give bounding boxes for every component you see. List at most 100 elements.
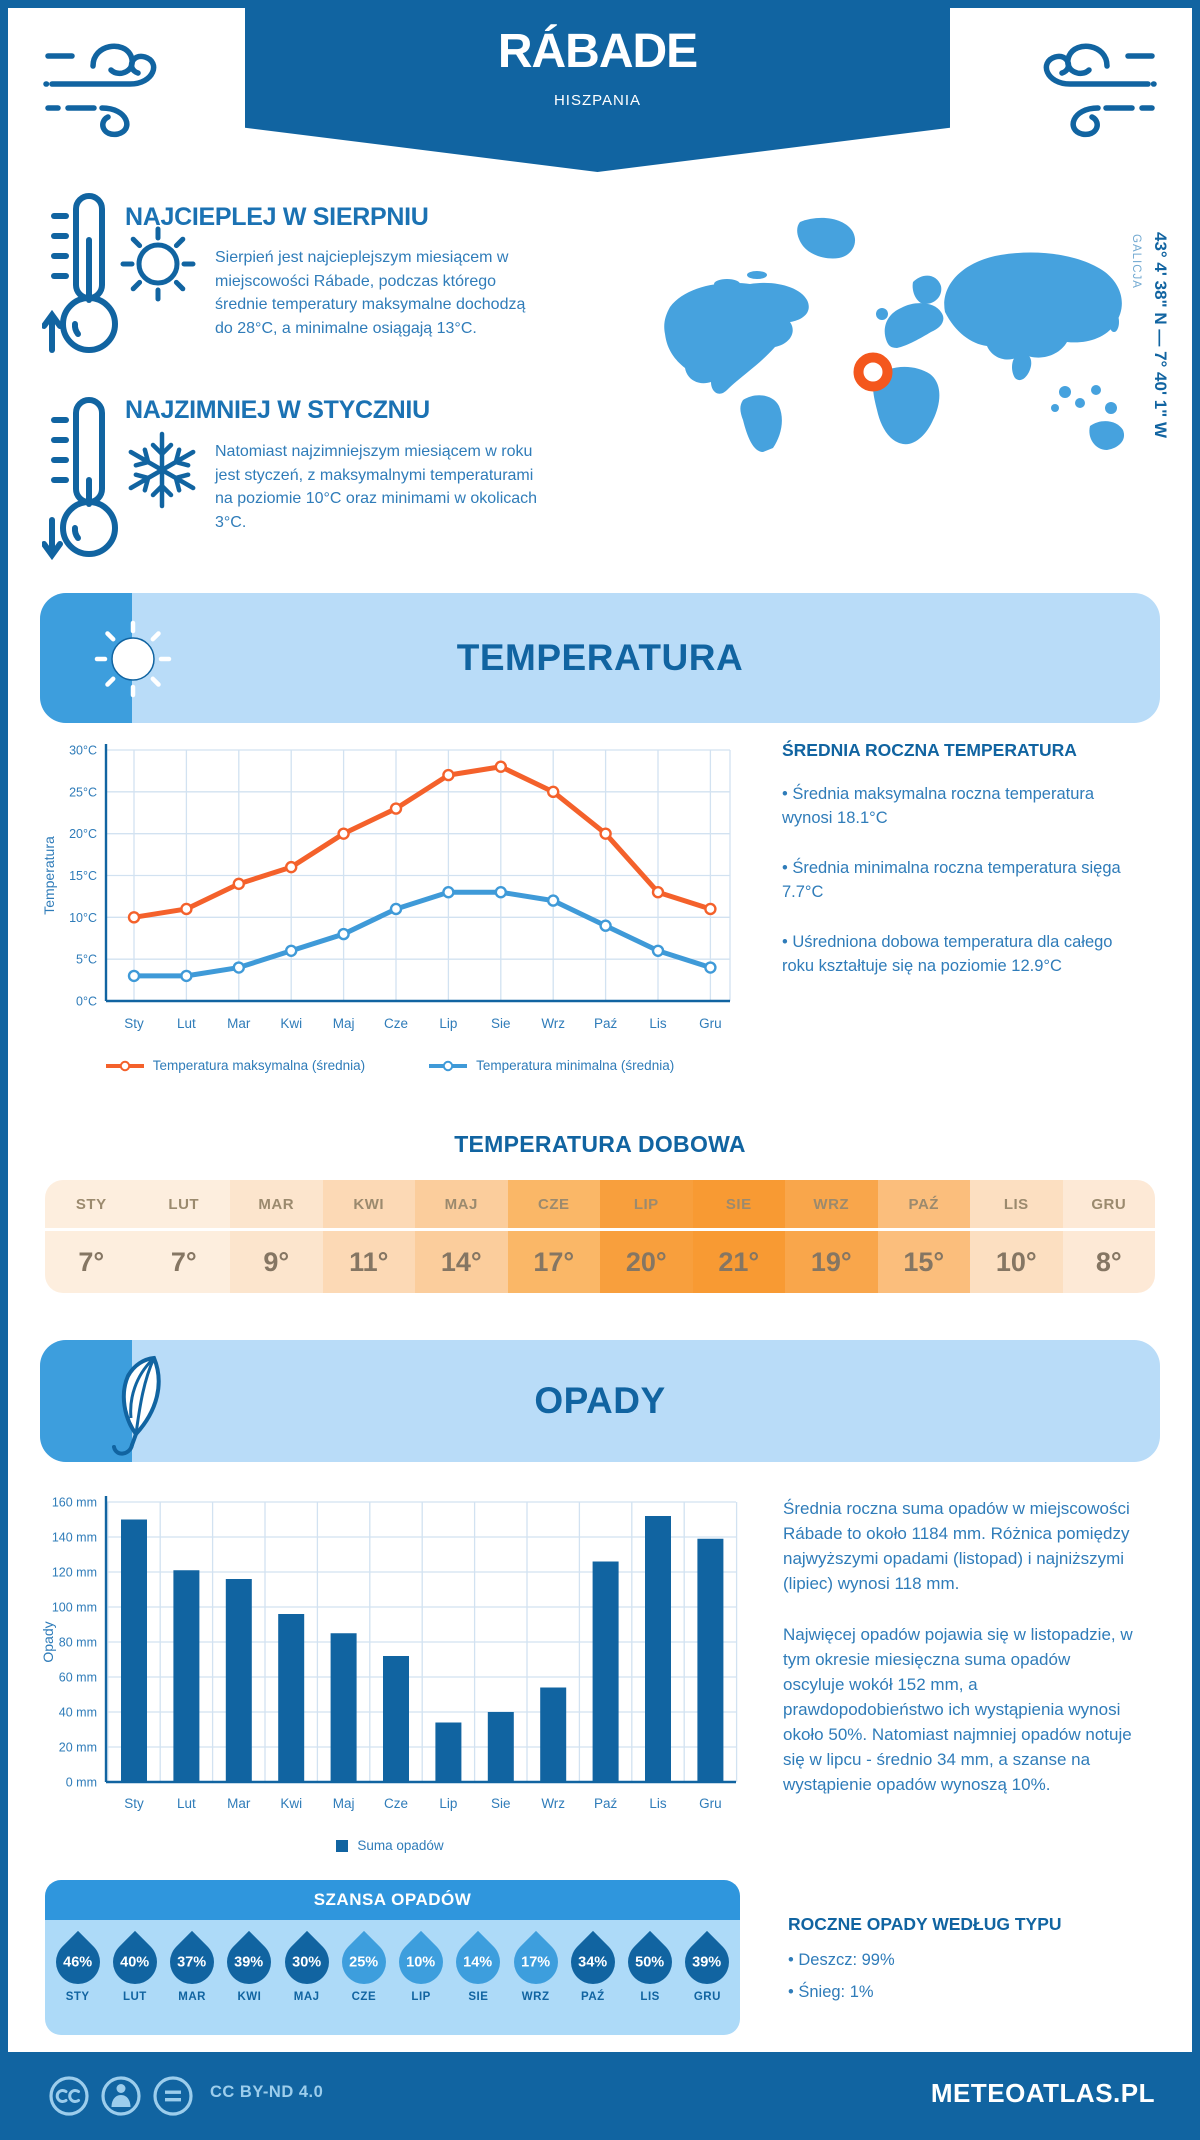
raindrop-icon: 39% bbox=[218, 1930, 281, 1994]
precip-paragraph: Średnia roczna suma opadów w miejscowośc… bbox=[783, 1499, 1130, 1593]
bullet-item: • Deszcz: 99% bbox=[788, 1951, 895, 1969]
daily-temp-value: 8° bbox=[1062, 1231, 1155, 1293]
precip-drop-column: 50% LIS bbox=[619, 1920, 682, 2035]
raindrop-icon: 10% bbox=[390, 1930, 453, 1994]
world-map bbox=[664, 217, 1125, 452]
no-derivatives-icon bbox=[153, 2076, 193, 2116]
precip-drop-value: 46% bbox=[63, 1955, 93, 1971]
warmest-title: NAJCIEPLEJ W SIERPNIU bbox=[125, 203, 429, 231]
svg-text:Paź: Paź bbox=[594, 1796, 618, 1811]
legend-item: Suma opadów bbox=[336, 1838, 444, 1853]
temperature-line-chart: 0°C 5°C 10°C 15°C 20°C 25°C 30°C Sty Lut Mar Kwi Ma… bbox=[41, 744, 731, 1031]
svg-text:Mar: Mar bbox=[227, 1796, 251, 1811]
page-subtitle: HISZPANIA bbox=[553, 92, 642, 109]
daily-temp-month: LUT bbox=[137, 1180, 230, 1228]
coordinates-label: 43° 4' 38" N — 7° 40' 1" W bbox=[1151, 232, 1170, 439]
svg-text:Lis: Lis bbox=[649, 1796, 667, 1811]
bullet-item: • Średnia maksymalna roczna temperatura … bbox=[782, 785, 1095, 827]
daily-temp-value: 11° bbox=[322, 1231, 415, 1293]
bar-Lip bbox=[435, 1722, 462, 1782]
raindrop-icon: 37% bbox=[161, 1930, 224, 1994]
raindrop-icon: 39% bbox=[676, 1930, 739, 1994]
location-marker bbox=[853, 352, 893, 392]
precip-drop-wrap: 34% bbox=[561, 1920, 624, 1994]
daily-temp-value: 17° bbox=[507, 1231, 600, 1293]
precip-drop-wrap: 39% bbox=[218, 1920, 281, 1994]
daily-temp-month: GRU bbox=[1062, 1180, 1155, 1228]
precip-drop-month: LUT bbox=[122, 1991, 147, 2003]
raindrop-icon: 34% bbox=[561, 1930, 624, 1994]
umbrella-icon bbox=[112, 1355, 161, 1456]
daily-temp-value: 21° bbox=[692, 1231, 785, 1293]
precip-drop-wrap: 37% bbox=[161, 1920, 224, 1994]
legend-line-icon bbox=[429, 1060, 468, 1071]
bar-Paź bbox=[592, 1561, 619, 1782]
svg-text:10°C: 10°C bbox=[69, 911, 97, 925]
daily-temp-month: LIS bbox=[970, 1180, 1063, 1228]
daily-temp-values-row: 7° 7° 9° 11° 14° 17° 20° 21° 19° 15° 10° 8° bbox=[45, 1231, 1155, 1293]
daily-temp-month: LIP bbox=[600, 1180, 693, 1228]
precip-drop-value: 37% bbox=[177, 1955, 207, 1971]
daily-temp-value: 9° bbox=[230, 1231, 323, 1293]
page-title: RÁBADE bbox=[497, 25, 698, 78]
license-label: CC BY-ND 4.0 bbox=[210, 2083, 324, 2101]
svg-text:Gru: Gru bbox=[699, 1796, 722, 1811]
precip-drop-month: MAR bbox=[178, 1991, 206, 2003]
thermometer-warm-icon bbox=[42, 193, 118, 353]
sun-banner-icon bbox=[94, 620, 172, 698]
svg-text:20 mm: 20 mm bbox=[59, 1741, 97, 1755]
svg-text:Lip: Lip bbox=[439, 1016, 457, 1031]
svg-text:0 mm: 0 mm bbox=[66, 1776, 97, 1790]
bar-Sie bbox=[487, 1712, 514, 1782]
bullet-item: • Średnia minimalna roczna temperatura s… bbox=[782, 859, 1121, 901]
bar-Cze bbox=[383, 1656, 409, 1782]
daily-temp-month: SIE bbox=[692, 1180, 785, 1228]
svg-text:Gru: Gru bbox=[699, 1016, 722, 1031]
svg-text:0°C: 0°C bbox=[76, 995, 97, 1009]
svg-text:5°C: 5°C bbox=[76, 953, 97, 967]
svg-text:40 mm: 40 mm bbox=[59, 1706, 97, 1720]
raindrop-icon: 30% bbox=[275, 1930, 338, 1994]
daily-temp-value: 15° bbox=[877, 1231, 970, 1293]
daily-temp-table: STY LUT MAR KWI MAJ CZE LIP SIE WRZ PAŹ LIS GRU 7° 7… bbox=[45, 1180, 1155, 1293]
precip-drop-column: 46% STY bbox=[46, 1920, 109, 2035]
svg-text:Opady: Opady bbox=[40, 1621, 56, 1662]
precip-drop-wrap: 17% bbox=[504, 1920, 567, 1994]
legend-label: Suma opadów bbox=[357, 1838, 444, 1853]
svg-text:Mar: Mar bbox=[227, 1016, 251, 1031]
precip-type-bullets: • Deszcz: 99% • Śnieg: 1% bbox=[788, 1948, 1118, 2004]
legend-line-icon bbox=[105, 1060, 144, 1071]
wind-icon bbox=[43, 43, 157, 138]
raindrop-icon: 50% bbox=[619, 1930, 682, 1994]
temperature-banner-title: TEMPERATURA bbox=[456, 637, 744, 678]
precip-drop-column: 10% LIP bbox=[390, 1920, 453, 2035]
daily-temp-value: 7° bbox=[137, 1231, 230, 1293]
precip-drop-wrap: 40% bbox=[103, 1920, 166, 1994]
precip-chance-drops: 46% STY 40% LUT 37% MAR 39% KWI 30% MAJ 25% CZE 10% L… bbox=[45, 1920, 740, 2035]
svg-text:30°C: 30°C bbox=[69, 744, 97, 758]
svg-text:Wrz: Wrz bbox=[541, 1016, 565, 1031]
svg-text:Maj: Maj bbox=[333, 1796, 355, 1811]
daily-temp-value: 7° bbox=[45, 1231, 138, 1293]
svg-text:Sie: Sie bbox=[491, 1796, 511, 1811]
svg-text:Wrz: Wrz bbox=[541, 1796, 565, 1811]
svg-text:Maj: Maj bbox=[333, 1016, 355, 1031]
svg-text:Lut: Lut bbox=[177, 1796, 196, 1811]
precip-drop-column: 37% MAR bbox=[161, 1920, 224, 2035]
region-label: GALICJA bbox=[1130, 234, 1142, 289]
bar-Mar bbox=[225, 1579, 252, 1782]
svg-text:Cze: Cze bbox=[384, 1016, 408, 1031]
precip-drop-month: MAJ bbox=[293, 1991, 320, 2003]
daily-temp-month: STY bbox=[45, 1180, 138, 1228]
raindrop-icon: 17% bbox=[504, 1930, 567, 1994]
svg-text:Lis: Lis bbox=[649, 1016, 667, 1031]
snowflake-icon bbox=[128, 431, 196, 509]
precip-drop-month: WRZ bbox=[521, 1991, 550, 2003]
svg-text:25°C: 25°C bbox=[69, 785, 97, 799]
precip-drop-value: 34% bbox=[578, 1955, 608, 1971]
precip-drop-value: 39% bbox=[234, 1955, 264, 1971]
bar-Maj bbox=[330, 1633, 357, 1782]
sun-icon bbox=[120, 226, 196, 302]
precip-drop-column: 25% CZE bbox=[332, 1920, 395, 2035]
precip-drop-column: 40% LUT bbox=[103, 1920, 166, 2035]
